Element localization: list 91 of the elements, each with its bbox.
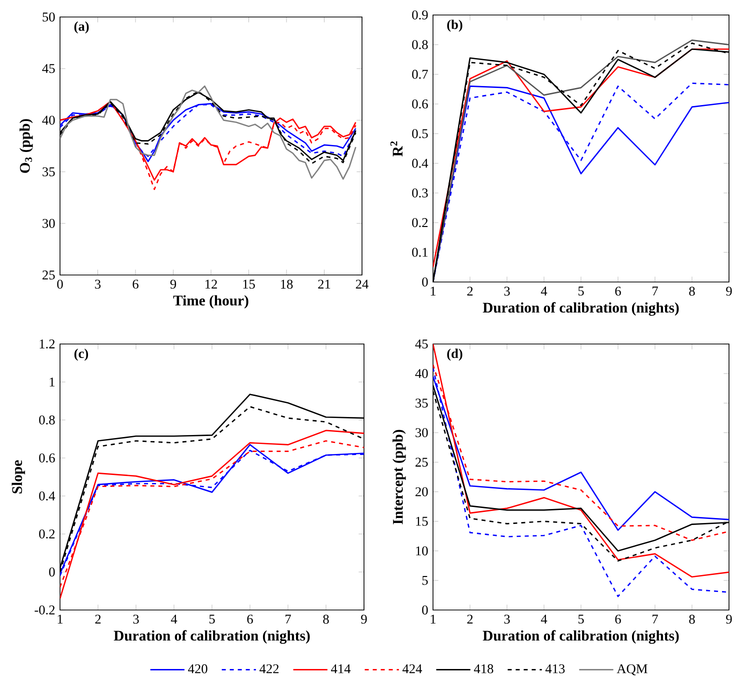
y-tick-label: 25 [42,270,55,280]
x-tick-label: 21 [318,280,330,289]
y-tick-label: 0.2 [39,529,55,539]
y-tick-label: 25 [416,458,428,467]
x-tick-label: 1 [430,286,436,296]
x-tick-label: 7 [652,614,658,624]
legend-label: 422 [260,664,279,674]
x-tick-label: 7 [286,614,291,624]
y-tick-label: 0.4 [412,158,428,168]
y-tick-label: 0.1 [412,248,428,257]
x-tick-label: 8 [689,286,695,296]
y-tick-label: 0.5 [412,129,428,138]
y-tick-label: -0.2 [34,605,55,615]
x-tick-label: 12 [206,280,217,289]
x-tick-label: 9 [726,286,732,296]
legend-label: 424 [402,664,422,674]
x-tick-label: 4 [540,614,548,624]
x-tick-label: 4 [540,286,548,296]
chart-title: (b) [447,20,462,32]
x-tick-label: 7 [652,286,658,296]
y-tick-label: 1 [50,378,54,386]
legend-label: 414 [331,664,351,674]
y-tick-label: 0.8 [39,415,55,425]
y-tick-label: 35 [42,167,55,176]
y-tick-label: 30 [416,428,428,438]
x-tick-label: 5 [209,614,215,624]
y-tick-label: 0.3 [412,188,428,198]
x-tick-label: 6 [132,280,138,289]
x-axis-title: Duration of calibration (nights) [482,630,679,644]
y-tick-label: 20 [416,487,428,496]
x-tick-label: 9 [361,614,367,624]
x-tick-label: 2 [467,286,473,296]
x-axis-title: Duration of calibration (nights) [482,302,679,316]
chart-title: (a) [74,21,89,34]
y-axis-title: R$^{2}$ [390,141,402,156]
x-tick-label: 4 [170,614,178,624]
y-tick-label: 0.4 [39,491,56,501]
x-tick-label: 15 [243,280,255,289]
x-tick-label: 3 [504,286,510,296]
y-tick-label: 15 [416,516,428,526]
y-tick-label: 0 [49,567,55,576]
x-tick-label: 8 [323,614,329,624]
chart-title: (d) [447,348,462,361]
x-tick-label: 3 [504,614,510,624]
line-series [433,366,729,598]
y-axis-title: Slope [12,460,26,494]
y-tick-label: 35 [416,398,428,408]
legend-label: 420 [188,664,208,674]
x-tick-label: 24 [356,280,368,289]
x-tick-label: 2 [95,614,101,624]
x-tick-label: 5 [578,286,584,296]
y-tick-label: 5 [422,576,428,585]
x-tick-label: 6 [615,614,621,624]
x-tick-label: 5 [578,614,584,624]
y-tick-label: 0.9 [412,10,428,20]
y-tick-label: 0.7 [412,70,428,79]
x-tick-label: 18 [281,280,293,289]
x-tick-label: 1 [430,614,436,624]
y-tick-label: 50 [42,12,55,22]
y-tick-label: 30 [42,218,55,228]
y-tick-label: 45 [42,64,55,74]
x-tick-label: 2 [467,614,473,624]
x-tick-label: 6 [615,286,621,296]
legend-label: 418 [474,664,494,674]
legend-label: 413 [545,664,565,674]
x-tick-label: 3 [95,280,101,289]
x-tick-label: 3 [133,614,139,624]
y-tick-label: 10 [416,546,428,556]
y-tick-label: 0.2 [412,218,428,228]
y-axis-title: Intercept (ppb) [392,430,406,524]
x-axis-title: Time (hour) [173,295,248,308]
y-tick-label: 0.6 [412,99,428,109]
y-tick-label: 0 [422,605,428,614]
y-tick-label: 0.6 [39,453,55,463]
line-series [433,344,729,578]
y-axis-title: O$_{3}$ (ppb) [20,119,33,173]
y-tick-label: 40 [415,369,428,378]
legend-label: AQM [616,664,648,676]
y-tick-label: 0.8 [412,40,428,50]
y-tick-label: 45 [415,340,428,348]
x-tick-label: 8 [689,614,695,624]
x-tick-label: 1 [58,614,63,624]
x-tick-label: 9 [726,614,732,624]
x-tick-label: 0 [57,280,63,289]
chart-title: (c) [74,348,88,361]
x-axis-title: Duration of calibration (nights) [114,630,310,644]
y-tick-label: 1.2 [40,339,55,348]
line-series [60,85,356,180]
x-tick-label: 9 [170,280,176,289]
x-tick-label: 6 [247,614,253,624]
y-tick-label: 40 [42,116,55,125]
